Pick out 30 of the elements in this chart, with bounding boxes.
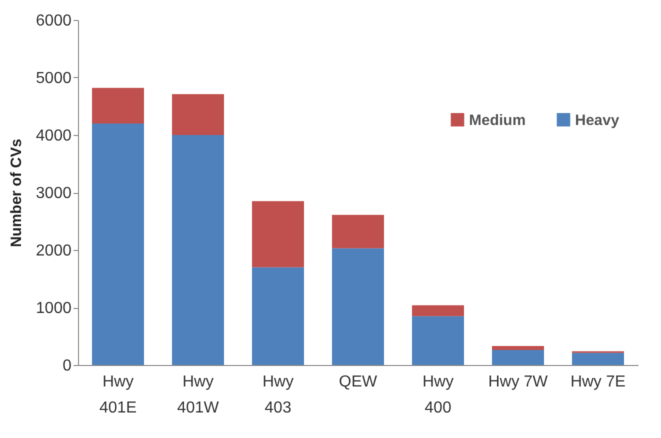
bar [412, 316, 464, 365]
y-tick-label: 4000 [36, 128, 72, 144]
bar [92, 124, 144, 365]
y-tick-label: 2000 [36, 242, 72, 260]
legend-label: Heavy [575, 112, 620, 129]
x-tick-label: Hwy 403 [262, 374, 294, 416]
bar [172, 94, 224, 135]
y-tick-label: 3000 [36, 185, 72, 202]
x-tick-label: Hwy 400 [422, 374, 454, 416]
y-tick-label: 1000 [36, 300, 72, 317]
bar [332, 248, 384, 365]
bar [332, 214, 384, 248]
bar [252, 267, 304, 365]
x-tick-label: Hwy 401W [177, 374, 220, 416]
y-tick-label: 0 [62, 358, 72, 374]
bar [92, 88, 144, 124]
legend-label: Medium [469, 112, 526, 129]
bar [492, 350, 544, 365]
bar [412, 305, 464, 316]
bar [572, 352, 624, 365]
x-tick-label: QEW [338, 374, 378, 390]
bar [492, 346, 544, 350]
y-tick-label: 6000 [36, 12, 72, 30]
bar [172, 135, 224, 365]
x-tick-label: Hwy 7W [488, 374, 549, 390]
bar [252, 201, 304, 268]
x-tick-label: Hwy 401E [99, 374, 137, 416]
x-tick-label: Hwy 7E [570, 374, 626, 390]
y-tick-label: 5000 [36, 70, 72, 87]
y-axis-title: Number of CVs [8, 138, 25, 248]
